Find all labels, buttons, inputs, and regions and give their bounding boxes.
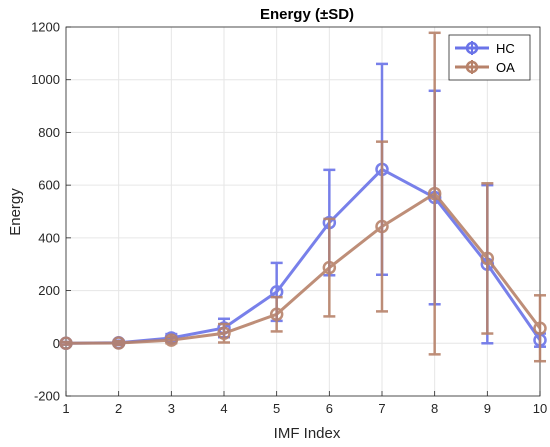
x-axis-ticks: 1 2 3 4 5 6 7 8 9 10 [62, 391, 547, 416]
legend: HC OA [448, 34, 531, 81]
series-line [65, 191, 542, 345]
data-point [427, 186, 442, 201]
legend-box [448, 34, 531, 81]
chart-title: Energy (±SD) [260, 6, 354, 23]
x-tick-label: 10 [533, 401, 547, 416]
y-tick-label: 600 [38, 178, 60, 193]
x-tick-label: 3 [168, 401, 175, 416]
x-tick-label: 6 [326, 401, 333, 416]
data-point [322, 260, 337, 275]
data-point [217, 326, 231, 341]
data-point [533, 321, 547, 336]
legend-label: OA [496, 60, 515, 75]
series-oa [59, 31, 547, 363]
data-point [480, 251, 495, 266]
x-tick-label: 4 [220, 401, 227, 416]
y-tick-label: 0 [53, 336, 60, 351]
x-tick-label: 8 [431, 401, 438, 416]
x-tick-label: 1 [62, 401, 69, 416]
data-point [164, 333, 179, 347]
x-tick-label: 9 [484, 401, 491, 416]
x-tick-label: 5 [273, 401, 280, 416]
x-tick-label: 7 [378, 401, 385, 416]
y-tick-label: 1000 [31, 72, 60, 87]
plot-area [65, 26, 541, 397]
data-point [375, 219, 389, 234]
data-point [59, 336, 73, 351]
legend-label: HC [496, 41, 515, 56]
y-tick-label: 400 [38, 230, 60, 245]
x-tick-label: 2 [115, 401, 122, 416]
y-axis-label: Energy [7, 188, 24, 236]
legend-marker [465, 60, 479, 74]
y-tick-label: 1200 [31, 20, 60, 35]
y-axis-ticks: -200 0 200 400 600 800 1000 1200 [31, 20, 71, 404]
x-axis-label: IMF Index [274, 425, 341, 442]
y-tick-label: 800 [38, 125, 60, 140]
y-tick-label: 200 [38, 283, 60, 298]
legend-marker [465, 41, 479, 55]
data-point [269, 307, 284, 322]
series-layer [59, 31, 547, 363]
y-tick-label: -200 [34, 389, 60, 404]
data-point [111, 336, 126, 350]
